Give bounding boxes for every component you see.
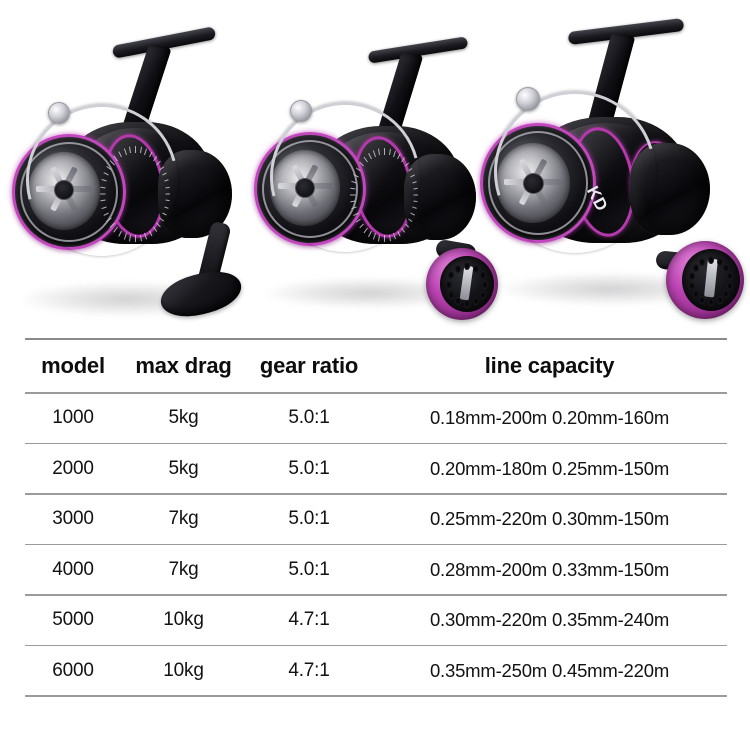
cell-gear-ratio: 5.0:1 <box>288 558 330 580</box>
cell-model: 3000 <box>52 508 94 529</box>
line-roller <box>516 87 540 111</box>
table-row[interactable]: 3000 7kg 5.0:1 0.25mm-220m 0.30mm-150m <box>25 495 727 544</box>
spool-lip-accent <box>480 123 596 243</box>
cell-line-capacity: 0.30mm-220m 0.35mm-240m <box>429 609 670 630</box>
table-rule <box>25 442 727 444</box>
cell-line-capacity: 0.25mm-220m 0.30mm-150m <box>429 508 670 529</box>
table-rule <box>25 392 727 394</box>
spool-hub <box>295 178 315 198</box>
line-roller <box>290 100 312 122</box>
table-rule-bottom <box>25 695 727 697</box>
bail-wire <box>465 62 685 282</box>
cell-model: 1000 <box>52 407 94 428</box>
table-rule <box>25 594 727 596</box>
cell-gear-ratio: 4.7:1 <box>288 659 330 681</box>
spool-lip-accent <box>12 134 126 250</box>
table-row[interactable]: 4000 7kg 5.0:1 0.28mm-200m 0.33mm-150m <box>25 545 727 594</box>
knob-hole-ring <box>682 249 740 311</box>
cell-max-drag: 10kg <box>163 659 204 681</box>
cell-model: 2000 <box>52 457 94 479</box>
table-rule-top <box>25 338 727 340</box>
cell-model: 4000 <box>52 558 94 580</box>
reel-image-1[interactable] <box>0 26 256 330</box>
spool-lip-silver <box>488 131 588 235</box>
column-header-line-capacity: line capacity <box>484 353 615 378</box>
cell-model: 5000 <box>52 609 94 630</box>
cell-gear-ratio: 4.7:1 <box>288 609 330 630</box>
column-header-gear-ratio: gear ratio <box>259 353 359 378</box>
drag-knurl-band <box>100 146 170 242</box>
cell-gear-ratio: 5.0:1 <box>288 407 330 428</box>
spool-hub <box>523 173 544 194</box>
reel-image-3[interactable]: KD <box>465 17 748 330</box>
spool-lip-silver <box>262 140 358 238</box>
reel-gearbox <box>630 143 710 235</box>
table-row[interactable]: 1000 5kg 5.0:1 0.18mm-200m 0.20mm-160m <box>25 394 727 443</box>
cell-line-capacity: 0.20mm-180m 0.25mm-150m <box>429 457 670 479</box>
table-row[interactable]: 6000 10kg 4.7:1 0.35mm-250m 0.45mm-220m <box>25 646 727 695</box>
cell-max-drag: 5kg <box>168 407 199 428</box>
table-row[interactable]: 5000 10kg 4.7:1 0.30mm-220m 0.35mm-240m <box>25 596 727 645</box>
column-header-max-drag: max drag <box>135 353 232 378</box>
cell-max-drag: 10kg <box>163 609 204 630</box>
cell-line-capacity: 0.28mm-200m 0.33mm-150m <box>429 558 670 580</box>
table-rule <box>25 493 727 495</box>
spool-hub <box>54 180 74 200</box>
spool-lip-accent <box>254 132 366 246</box>
reel-image-2[interactable] <box>242 30 498 330</box>
cell-gear-ratio: 5.0:1 <box>288 508 330 529</box>
table-row[interactable]: 2000 5kg 5.0:1 0.20mm-180m 0.25mm-150m <box>25 444 727 493</box>
cell-model: 6000 <box>52 659 94 681</box>
table-rule <box>25 644 727 646</box>
line-roller <box>48 102 70 124</box>
table-header-row: model max drag gear ratio line capacity <box>25 340 727 392</box>
cell-line-capacity: 0.18mm-200m 0.20mm-160m <box>429 407 670 428</box>
cell-gear-ratio: 5.0:1 <box>288 457 330 479</box>
spool-lip-silver <box>20 142 118 242</box>
bail-wire <box>242 74 448 280</box>
specification-table: model max drag gear ratio line capacity … <box>25 338 727 697</box>
reel-gearbox <box>404 154 476 240</box>
knob-hole-ring <box>440 256 494 312</box>
cell-max-drag: 7kg <box>168 508 199 529</box>
column-header-model: model <box>41 353 105 378</box>
bail-wire <box>0 76 206 284</box>
cell-max-drag: 7kg <box>168 558 199 580</box>
drag-knurl-band <box>350 148 418 242</box>
table-rule <box>25 543 727 545</box>
cell-line-capacity: 0.35mm-250m 0.45mm-220m <box>429 659 670 681</box>
product-gallery: KD <box>0 0 750 330</box>
cell-max-drag: 5kg <box>168 457 199 479</box>
